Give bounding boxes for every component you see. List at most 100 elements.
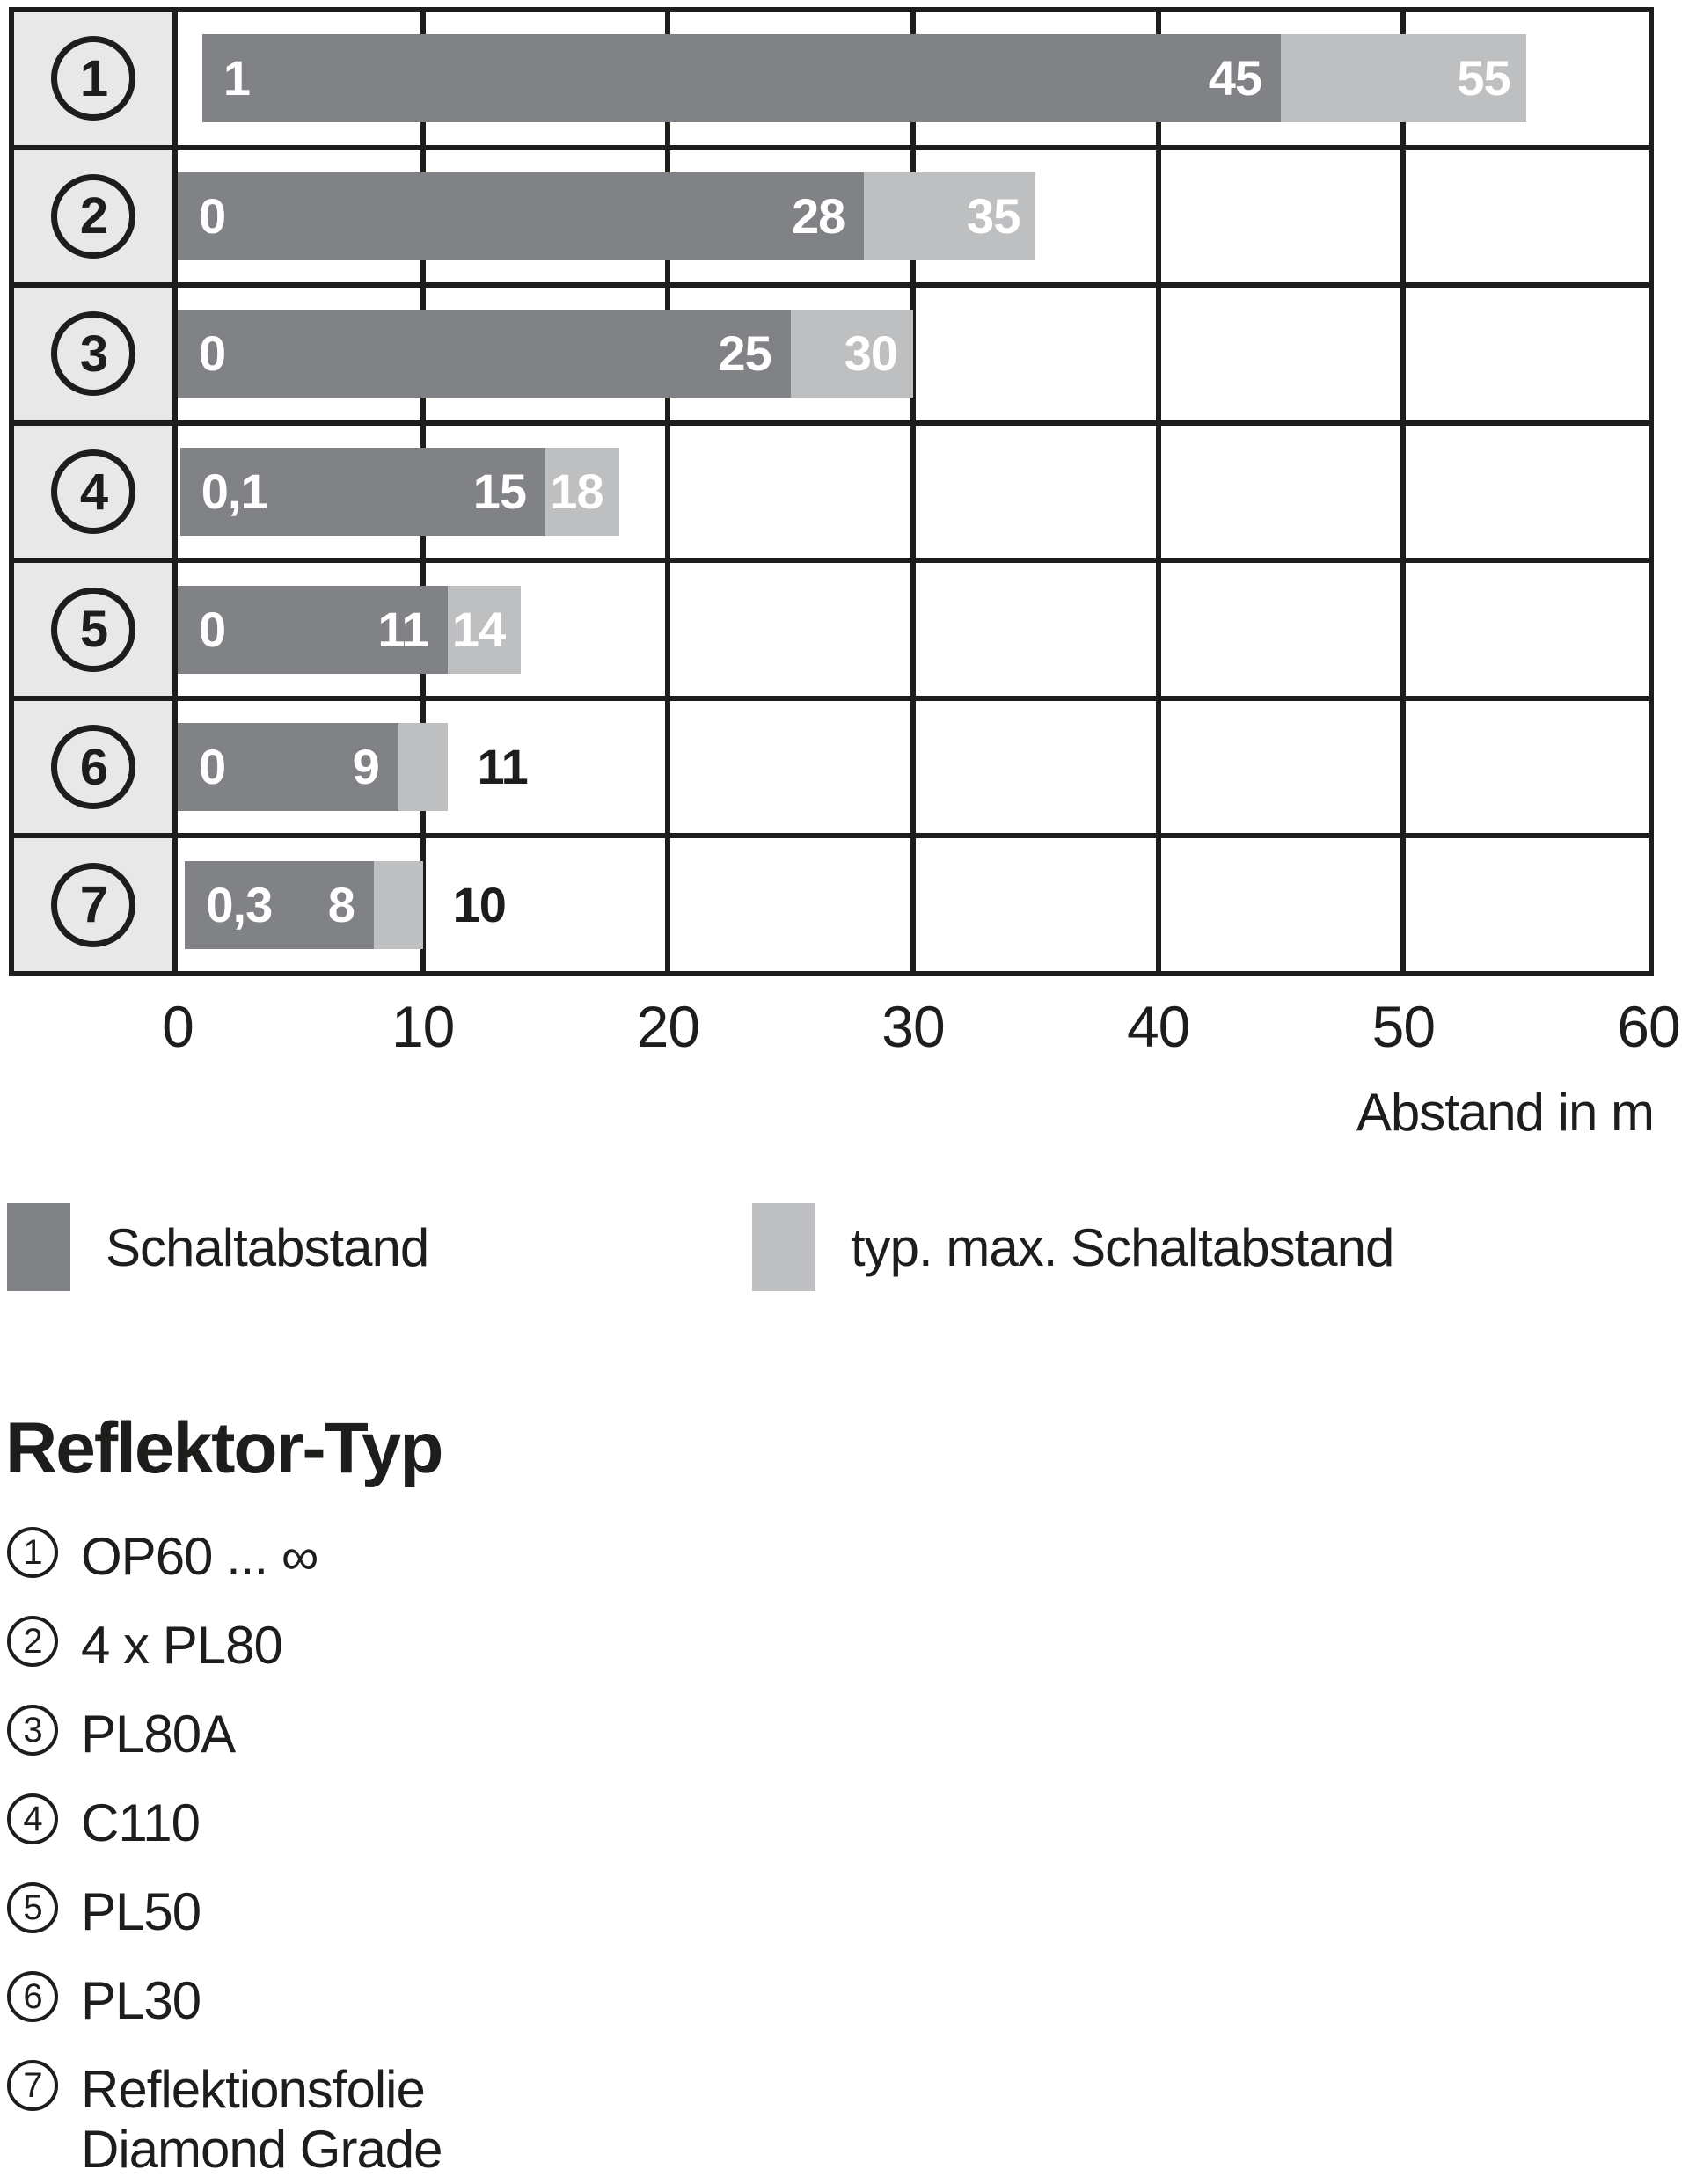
row-plot-area: 0 25 30 <box>178 288 1649 420</box>
reflector-list-item: 6 PL30 <box>7 1959 1063 2048</box>
list-index-badge: 4 <box>7 1793 58 1844</box>
bar-chart-grid: 1 1 45 55 2 0 28 35 3 0 25 30 4 0,1 15 18 5 0 11 14 6 0 9 11 7 0,… <box>9 7 1654 976</box>
x-tick-label: 40 <box>1126 994 1190 1059</box>
row-label-cell: 1 <box>14 12 178 145</box>
vertical-gridline <box>420 838 426 972</box>
vertical-gridline <box>665 425 671 559</box>
bar-start-value: 0 <box>199 601 226 657</box>
x-axis: 0 10 20 30 40 50 60 <box>162 987 1681 1066</box>
bar-dark-end-value: 45 <box>1208 50 1262 106</box>
row-plot-area: 0 11 14 <box>178 563 1649 696</box>
bar-light-end-value: 14 <box>451 601 506 657</box>
bar-dark-end-value: 9 <box>352 739 380 795</box>
bar-dark-end-value: 8 <box>327 876 355 932</box>
vertical-gridline <box>910 288 916 420</box>
vertical-gridline <box>665 838 671 972</box>
bar-dark-end-value: 28 <box>791 187 845 244</box>
x-tick-label: 30 <box>881 994 945 1059</box>
list-index-badge: 5 <box>7 1882 58 1933</box>
reflector-label: PL80A <box>81 1705 236 1764</box>
chart-row: 1 1 45 55 <box>14 12 1649 145</box>
vertical-gridline <box>910 425 916 559</box>
bar-dark-end-value: 15 <box>472 464 527 520</box>
reflector-list-item: 4 C110 <box>7 1781 1063 1870</box>
bar-light-end-value: 55 <box>1457 50 1510 106</box>
row-plot-area: 0,1 15 18 <box>178 425 1649 559</box>
bar-schaltabstand <box>201 34 1281 123</box>
bar-typ-max-schaltabstand <box>398 723 448 812</box>
bar-schaltabstand <box>179 448 545 537</box>
bar-schaltabstand <box>178 172 865 260</box>
row-label-cell: 7 <box>14 838 178 972</box>
vertical-gridline <box>1155 425 1161 559</box>
vertical-gridline <box>1400 288 1407 420</box>
x-tick-label: 10 <box>391 994 455 1059</box>
x-tick-label: 20 <box>636 994 700 1059</box>
row-index-badge: 5 <box>51 587 135 672</box>
vertical-gridline <box>1155 288 1161 420</box>
chart-row: 6 0 9 11 <box>14 695 1649 834</box>
bar-start-value: 0,1 <box>201 464 268 520</box>
reflector-label: PL30 <box>81 1971 201 2030</box>
bar-typ-max-schaltabstand <box>373 860 423 949</box>
legend-swatch-dark <box>7 1203 70 1291</box>
vertical-gridline <box>1400 425 1407 559</box>
chart-row: 5 0 11 14 <box>14 558 1649 696</box>
reflector-list-item: 2 4 x PL80 <box>7 1603 1063 1692</box>
bar-light-end-value: 18 <box>550 464 603 520</box>
row-label-cell: 2 <box>14 150 178 283</box>
list-index-badge: 7 <box>7 2060 58 2111</box>
vertical-gridline <box>1400 150 1407 283</box>
bar-light-end-value: 35 <box>967 187 1020 244</box>
vertical-gridline <box>665 700 671 834</box>
list-index-badge: 2 <box>7 1616 58 1667</box>
bar-typ-max-schaltabstand <box>1281 34 1526 123</box>
bar-typ-max-schaltabstand <box>545 448 619 537</box>
vertical-gridline <box>1155 838 1161 972</box>
row-index-badge: 7 <box>51 862 135 947</box>
bar-start-value: 0 <box>199 187 226 244</box>
bar-schaltabstand <box>178 310 791 398</box>
vertical-gridline <box>1155 150 1161 283</box>
row-index-badge: 4 <box>51 449 135 535</box>
bar-typ-max-schaltabstand <box>447 585 522 674</box>
bar-light-end-value: 30 <box>844 325 898 382</box>
vertical-gridline <box>910 700 916 834</box>
legend-item-schaltabstand: Schaltabstand <box>7 1203 429 1291</box>
row-plot-area: 1 45 55 <box>178 12 1649 145</box>
row-label-cell: 5 <box>14 563 178 696</box>
row-plot-area: 0 9 11 <box>178 700 1649 834</box>
bar-schaltabstand <box>178 585 448 674</box>
reflector-list-item: 3 PL80A <box>7 1692 1063 1781</box>
bar-typ-max-schaltabstand <box>790 310 913 398</box>
chart-row: 4 0,1 15 18 <box>14 420 1649 559</box>
vertical-gridline <box>1400 838 1407 972</box>
row-index-badge: 3 <box>51 311 135 397</box>
list-index-badge: 3 <box>7 1705 58 1756</box>
reflector-list: 1 OP60 ... ∞ 2 4 x PL80 3 PL80A 4 C110 5 PL50 6 PL3… <box>7 1515 1063 2180</box>
bar-typ-max-schaltabstand <box>864 172 1036 260</box>
legend-label: typ. max. Schaltabstand <box>851 1217 1394 1277</box>
vertical-gridline <box>665 563 671 696</box>
bar-dark-end-value: 11 <box>377 601 428 657</box>
bar-start-value: 0,3 <box>206 876 273 932</box>
reflector-label: Reflektionsfolie Diamond Grade <box>81 2060 443 2179</box>
chart-row: 3 0 25 30 <box>14 282 1649 420</box>
bar-schaltabstand <box>185 860 374 949</box>
row-plot-area: 0 28 35 <box>178 150 1649 283</box>
row-index-badge: 6 <box>51 725 135 810</box>
reflector-type-heading: Reflektor-Typ <box>5 1408 443 1488</box>
bar-start-value: 0 <box>199 739 226 795</box>
row-label-cell: 3 <box>14 288 178 420</box>
vertical-gridline <box>1155 563 1161 696</box>
vertical-gridline <box>1400 563 1407 696</box>
reflector-label: PL50 <box>81 1882 201 1941</box>
legend-label: Schaltabstand <box>106 1217 429 1277</box>
vertical-gridline <box>910 838 916 972</box>
reflector-list-item: 1 OP60 ... ∞ <box>7 1515 1063 1603</box>
list-index-badge: 6 <box>7 1971 58 2022</box>
row-label-cell: 4 <box>14 425 178 559</box>
x-tick-label: 0 <box>162 994 194 1059</box>
bar-start-value: 0 <box>199 325 226 382</box>
